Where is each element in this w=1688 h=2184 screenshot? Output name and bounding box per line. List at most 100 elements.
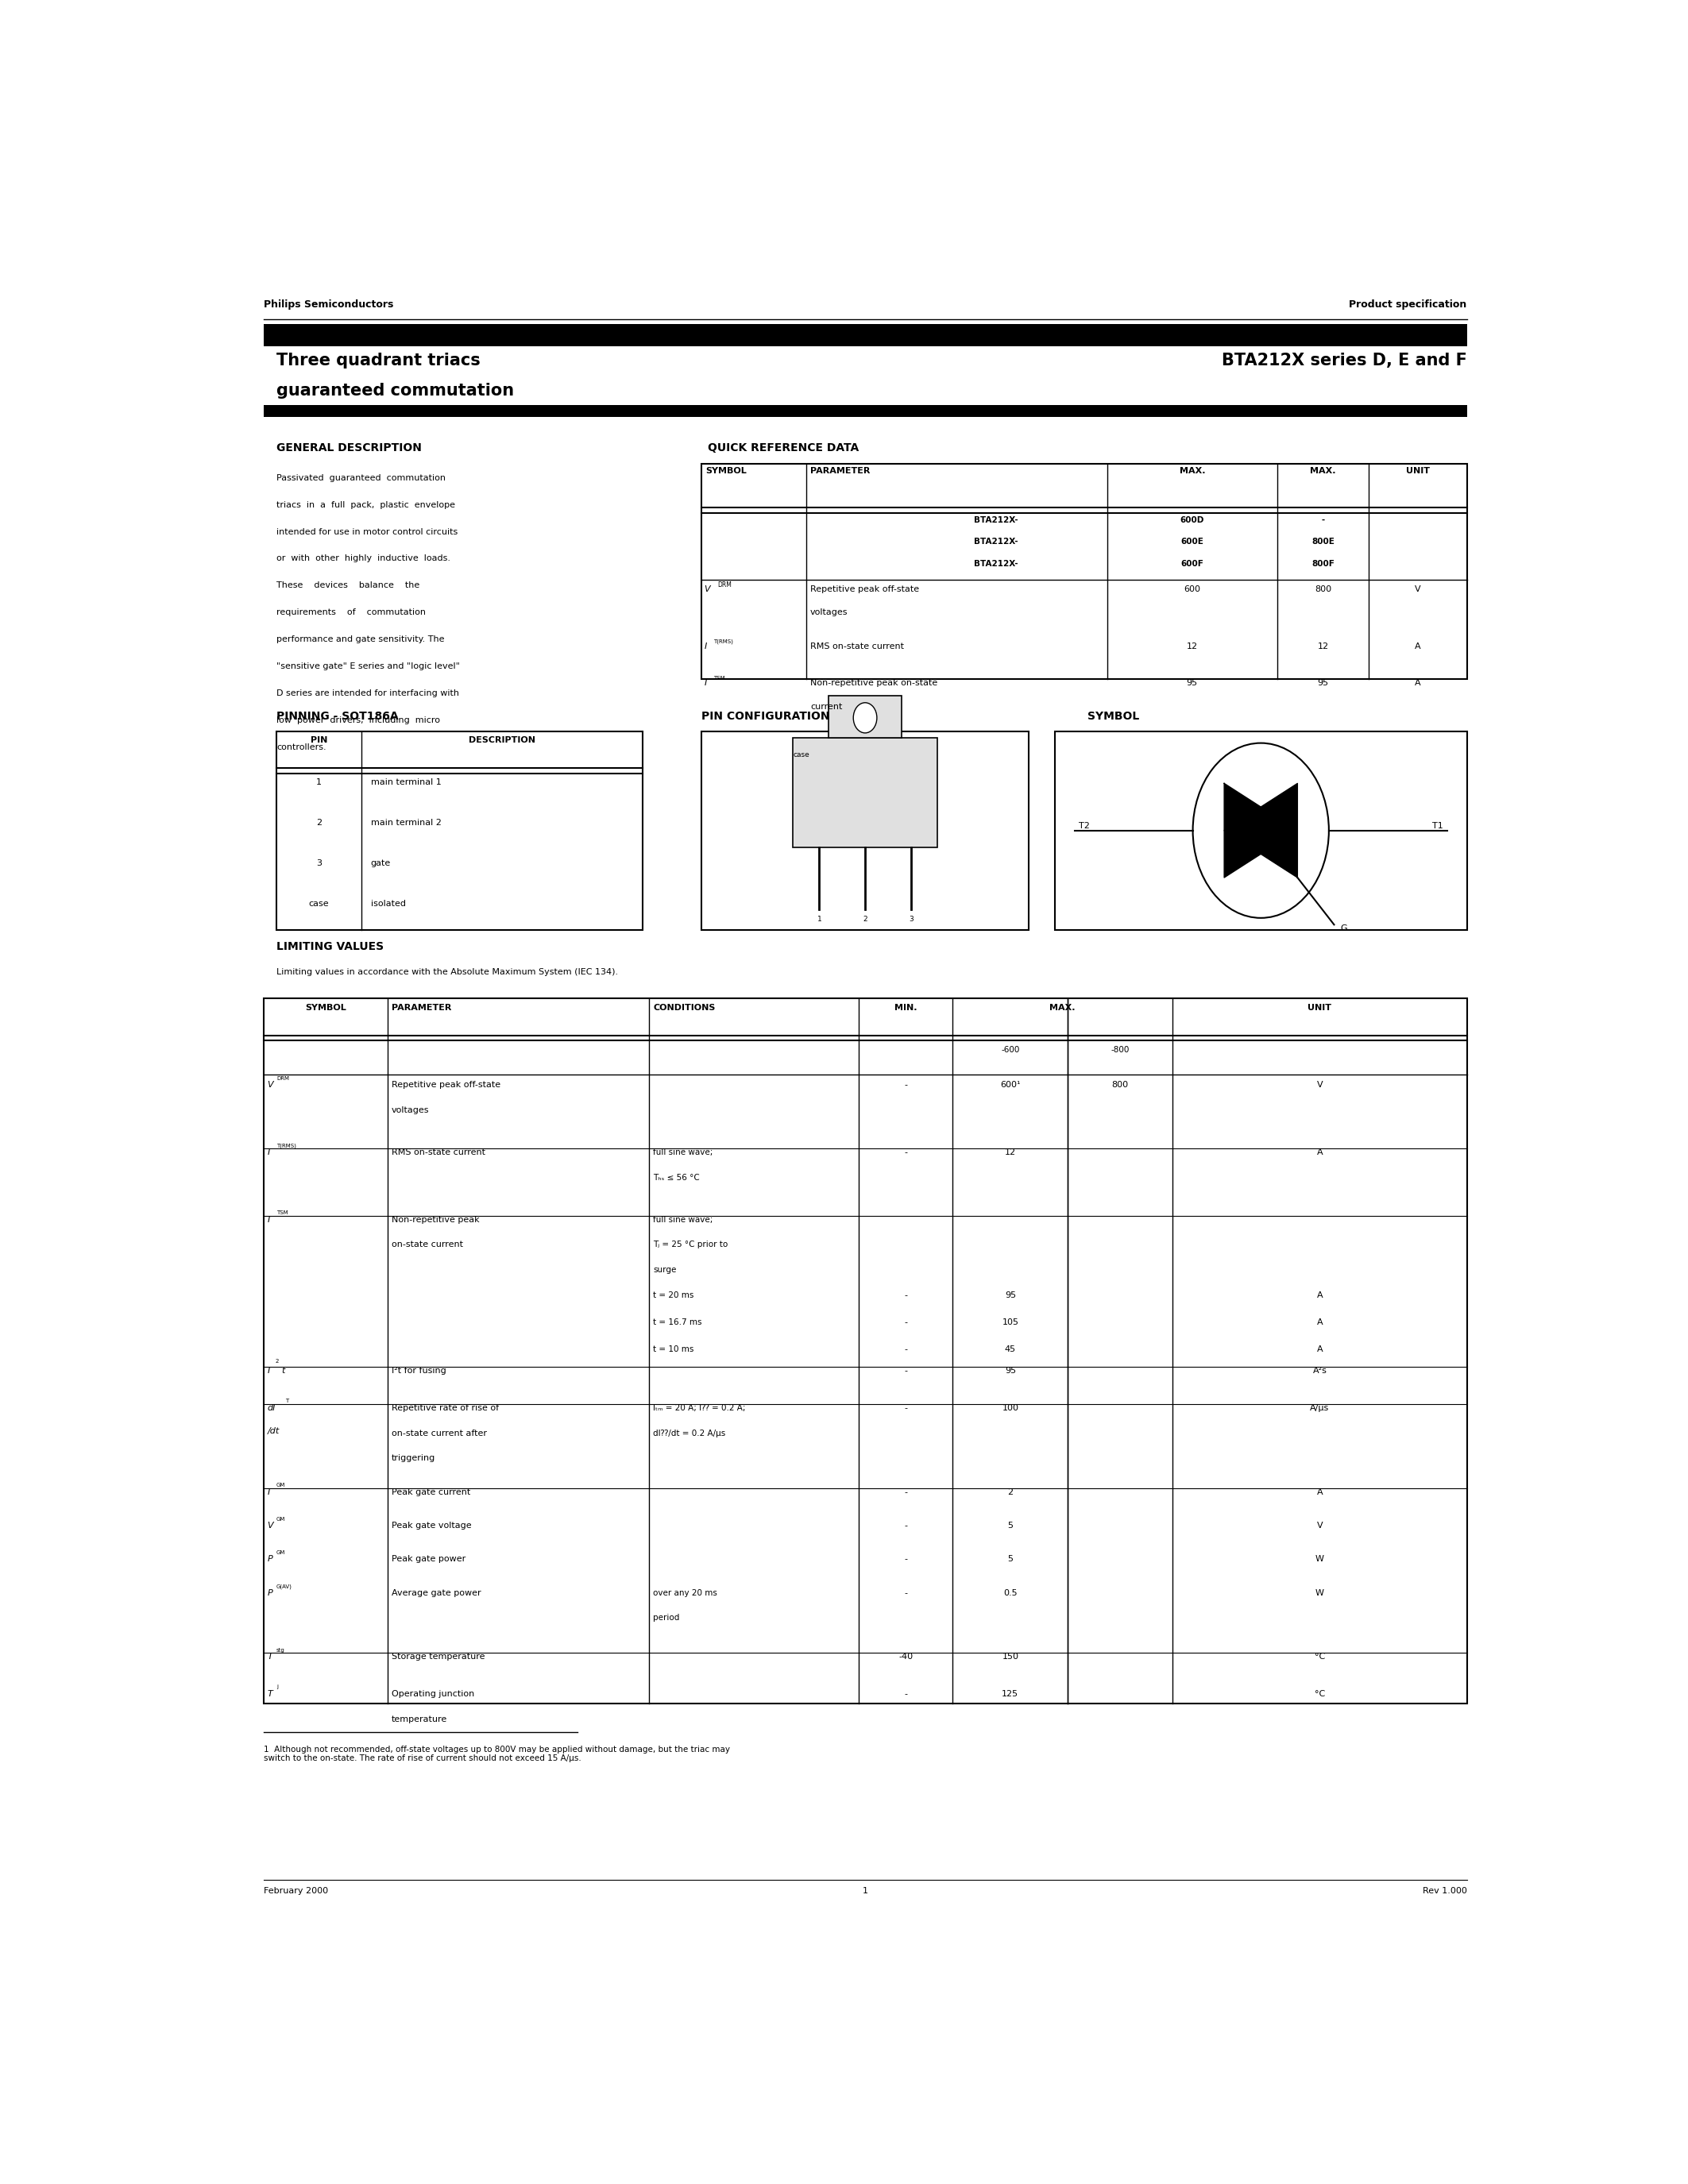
- Text: case: case: [793, 751, 810, 758]
- Text: 12: 12: [1187, 642, 1198, 651]
- Text: V: V: [267, 1522, 273, 1529]
- Text: 150: 150: [1003, 1653, 1018, 1660]
- Text: February 2000: February 2000: [263, 1887, 327, 1894]
- Text: PARAMETER: PARAMETER: [810, 467, 869, 476]
- Text: Operating junction: Operating junction: [392, 1690, 474, 1697]
- Text: Peak gate voltage: Peak gate voltage: [392, 1522, 471, 1529]
- Bar: [702, 463, 1467, 679]
- Text: -: -: [905, 1404, 906, 1411]
- Text: on-state current after: on-state current after: [392, 1428, 486, 1437]
- Text: A/μs: A/μs: [1310, 1404, 1330, 1411]
- Text: 2: 2: [275, 1358, 279, 1363]
- Text: RMS on-state current: RMS on-state current: [810, 642, 903, 651]
- Text: CONDITIONS: CONDITIONS: [653, 1005, 716, 1011]
- Text: I: I: [267, 1216, 270, 1223]
- Text: Storage temperature: Storage temperature: [392, 1653, 484, 1660]
- Text: MAX.: MAX.: [1180, 467, 1205, 476]
- Text: G: G: [1340, 924, 1347, 933]
- Text: Average gate power: Average gate power: [392, 1590, 481, 1597]
- Text: -800: -800: [1111, 1046, 1129, 1053]
- Circle shape: [854, 703, 876, 734]
- Text: °C: °C: [1315, 1690, 1325, 1697]
- Text: Repetitive peak off-state: Repetitive peak off-state: [392, 1081, 500, 1090]
- Text: 5: 5: [1008, 1522, 1013, 1529]
- Text: MIN.: MIN.: [895, 1005, 917, 1011]
- Text: surge: surge: [653, 1267, 677, 1273]
- Text: 3: 3: [908, 915, 913, 924]
- Bar: [263, 998, 1467, 1704]
- Text: A: A: [1415, 642, 1421, 651]
- Text: Tₕₛ ≤ 56 °C: Tₕₛ ≤ 56 °C: [653, 1173, 701, 1182]
- Text: full sine wave;: full sine wave;: [653, 1216, 712, 1223]
- Text: controllers.: controllers.: [277, 743, 326, 751]
- Text: A: A: [1317, 1319, 1323, 1326]
- Text: 2: 2: [316, 819, 322, 828]
- Text: 0.5: 0.5: [1003, 1590, 1018, 1597]
- Text: V: V: [1317, 1081, 1323, 1090]
- Text: 800E: 800E: [1312, 537, 1335, 546]
- Text: W: W: [1315, 1590, 1323, 1597]
- Text: PIN CONFIGURATION: PIN CONFIGURATION: [702, 712, 830, 723]
- Text: Product specification: Product specification: [1349, 299, 1467, 310]
- Text: T: T: [285, 1400, 289, 1404]
- Text: V: V: [267, 1081, 273, 1090]
- Text: TSM: TSM: [277, 1210, 289, 1214]
- Text: 600: 600: [1183, 585, 1200, 592]
- Text: Iₜₘ = 20 A; I⁇ = 0.2 A;: Iₜₘ = 20 A; I⁇ = 0.2 A;: [653, 1404, 746, 1411]
- Text: I: I: [267, 1487, 270, 1496]
- Text: PIN: PIN: [311, 736, 327, 745]
- Text: -: -: [905, 1149, 906, 1155]
- Text: PINNING - SOT186A: PINNING - SOT186A: [277, 712, 398, 723]
- Text: triacs  in  a  full  pack,  plastic  envelope: triacs in a full pack, plastic envelope: [277, 500, 456, 509]
- Text: T1: T1: [1433, 821, 1443, 830]
- Text: -: -: [1322, 515, 1325, 524]
- Text: Rev 1.000: Rev 1.000: [1423, 1887, 1467, 1894]
- Text: A: A: [1317, 1149, 1323, 1155]
- Bar: [702, 732, 1028, 930]
- Text: UNIT: UNIT: [1308, 1005, 1332, 1011]
- Text: dI⁇/dt = 0.2 A/μs: dI⁇/dt = 0.2 A/μs: [653, 1428, 726, 1437]
- Text: QUICK REFERENCE DATA: QUICK REFERENCE DATA: [709, 441, 859, 452]
- Text: Limiting values in accordance with the Absolute Maximum System (IEC 134).: Limiting values in accordance with the A…: [277, 968, 618, 976]
- Text: TSM: TSM: [714, 675, 724, 681]
- Text: Philips Semiconductors: Philips Semiconductors: [263, 299, 393, 310]
- Circle shape: [1193, 743, 1328, 917]
- Text: Peak gate power: Peak gate power: [392, 1555, 466, 1564]
- Text: 800: 800: [1112, 1081, 1129, 1090]
- Text: LIMITING VALUES: LIMITING VALUES: [277, 941, 383, 952]
- Text: t = 16.7 ms: t = 16.7 ms: [653, 1319, 702, 1326]
- Text: stg: stg: [277, 1647, 285, 1653]
- Text: 95: 95: [1004, 1367, 1016, 1376]
- Text: 100: 100: [1003, 1404, 1018, 1411]
- Text: GENERAL DESCRIPTION: GENERAL DESCRIPTION: [277, 441, 422, 452]
- Text: main terminal 1: main terminal 1: [371, 778, 441, 786]
- Text: 1: 1: [316, 778, 322, 786]
- Bar: [793, 738, 937, 847]
- Text: guaranteed commutation: guaranteed commutation: [277, 382, 515, 400]
- Polygon shape: [1224, 784, 1298, 878]
- Text: I: I: [704, 679, 707, 688]
- Text: "sensitive gate" E series and "logic level": "sensitive gate" E series and "logic lev…: [277, 662, 459, 670]
- Text: intended for use in motor control circuits: intended for use in motor control circui…: [277, 529, 457, 535]
- Bar: [829, 697, 901, 738]
- Text: BTA212X-: BTA212X-: [974, 537, 1018, 546]
- Bar: [263, 323, 1467, 347]
- Text: 105: 105: [1003, 1319, 1018, 1326]
- Text: 12: 12: [1317, 642, 1328, 651]
- Text: Tⱼ = 25 °C prior to: Tⱼ = 25 °C prior to: [653, 1241, 728, 1249]
- Text: 800F: 800F: [1312, 559, 1335, 568]
- Text: Three quadrant triacs: Three quadrant triacs: [277, 354, 481, 369]
- Text: -: -: [905, 1291, 906, 1299]
- Text: GM: GM: [277, 1483, 285, 1487]
- Bar: [263, 404, 1467, 417]
- Text: -: -: [905, 1522, 906, 1529]
- Text: UNIT: UNIT: [1406, 467, 1430, 476]
- Text: A: A: [1317, 1345, 1323, 1354]
- Text: period: period: [653, 1614, 680, 1623]
- Text: I²t for fusing: I²t for fusing: [392, 1367, 446, 1376]
- Text: G(AV): G(AV): [277, 1583, 292, 1590]
- Text: T: T: [267, 1653, 273, 1660]
- Text: DESCRIPTION: DESCRIPTION: [469, 736, 535, 745]
- Text: 600F: 600F: [1180, 559, 1204, 568]
- Text: I: I: [704, 642, 707, 651]
